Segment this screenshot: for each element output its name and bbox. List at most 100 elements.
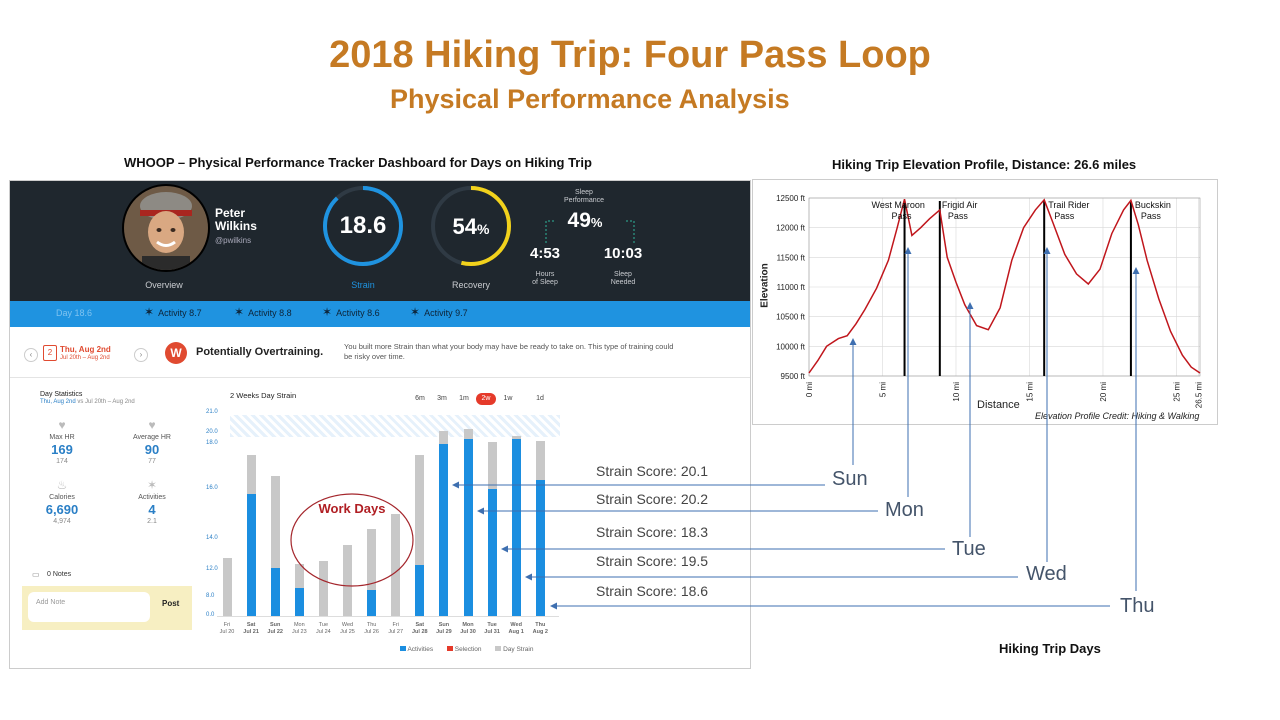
overtraining-zone xyxy=(230,415,560,437)
day-callout: Sun xyxy=(832,468,868,490)
strain-day-label: Wed Jul 25 xyxy=(340,622,355,635)
activity-bar-segment[interactable] xyxy=(246,494,256,616)
strain-y-tick: 20.0 xyxy=(206,429,218,435)
hours-of-sleep-value: 4:53 xyxy=(529,245,561,262)
work-days-ellipse xyxy=(290,493,414,587)
strain-day-label: Tue Jul 24 xyxy=(316,622,331,635)
recovery-ring[interactable] xyxy=(428,183,514,269)
pass-label: Pass xyxy=(1054,211,1075,221)
elevation-x-tick: 10 mi xyxy=(952,382,961,402)
slide-title: 2018 Hiking Trip: Four Pass Loop xyxy=(329,34,931,76)
activity-item-3[interactable]: ✶ Activity 8.6 xyxy=(322,305,380,319)
activity-bar-segment[interactable] xyxy=(535,480,545,616)
activity-bar-segment[interactable] xyxy=(511,438,521,616)
strain-ring[interactable] xyxy=(320,183,406,269)
day-strain-bar[interactable] xyxy=(222,557,232,616)
strain-score-label: Strain Score: 18.3 xyxy=(596,524,709,540)
elevation-x-tick: 0 mi xyxy=(805,382,814,397)
day-strain-bar[interactable] xyxy=(343,545,352,616)
alert-title: Potentially Overtraining. xyxy=(196,346,324,358)
activity-bar-segment[interactable] xyxy=(439,444,449,616)
calendar-icon[interactable]: 2 xyxy=(43,345,57,361)
elevation-credit: Elevation Profile Credit: Hiking & Walki… xyxy=(1035,411,1200,421)
average-hr-value: 90 xyxy=(144,442,160,457)
day-strain-item[interactable]: Day 18.6 xyxy=(56,308,93,318)
strain-day-label: Mon Jul 23 xyxy=(291,622,307,635)
day-strain-bar[interactable] xyxy=(318,560,328,616)
prev-day-button[interactable]: ‹ xyxy=(24,348,38,362)
strain-value: 18.6 xyxy=(339,212,387,239)
activity-bar-segment[interactable] xyxy=(463,438,473,616)
pass-label: Pass xyxy=(1141,211,1162,221)
runner-icon: ✶ xyxy=(144,305,155,319)
strain-day-label: Fri Jul 20 xyxy=(219,622,235,635)
sleep-needed-value: 10:03 xyxy=(603,245,643,262)
day-strain-bar[interactable] xyxy=(391,514,401,616)
strain-y-tick: 16.0 xyxy=(206,485,218,491)
activity-bar-segment[interactable] xyxy=(270,568,280,616)
legend-activities: Activities xyxy=(407,646,434,653)
day-strain-bar[interactable] xyxy=(415,455,425,616)
notes-icon: ▭ xyxy=(32,570,40,579)
range-button-1d[interactable]: 1d xyxy=(536,395,544,402)
sleep-needed-label: Sleep Needed xyxy=(610,271,636,286)
whoop-dashboard: Peter Wilkins @pwilkins Overview 18.6 St… xyxy=(9,180,751,669)
legend-activities-swatch xyxy=(400,646,406,651)
range-button-1m[interactable]: 1m xyxy=(459,395,469,402)
strain-legend: Activities Selection Day Strain xyxy=(400,646,570,656)
day-callout: Thu xyxy=(1120,595,1155,617)
average-hr-label: Average HR xyxy=(132,434,171,441)
next-day-button[interactable]: › xyxy=(134,348,148,362)
strain-baseline xyxy=(217,616,559,617)
post-button[interactable]: Post xyxy=(162,599,180,608)
calories-label: Calories xyxy=(49,494,75,501)
day-statistics-subtitle: Thu, Aug 2nd vs Jul 20th – Aug 2nd xyxy=(40,399,135,405)
activity-bar-segment[interactable] xyxy=(487,489,497,616)
alert-row: ‹ 2 Thu, Aug 2nd Jul 20th – Aug 2nd › W … xyxy=(10,331,750,378)
slide-subtitle: Physical Performance Analysis xyxy=(390,84,790,114)
strain-day-label: Sun Jul 22 xyxy=(267,622,283,635)
strain-day-label: Fri Jul 27 xyxy=(388,622,404,635)
add-note-input[interactable] xyxy=(28,592,150,622)
range-button-1w[interactable]: 1w xyxy=(503,395,513,402)
day-strain-bar[interactable] xyxy=(367,529,377,616)
activity-item-4[interactable]: ✶ Activity 9.7 xyxy=(410,305,468,319)
add-note-placeholder: Add Note xyxy=(36,599,66,606)
legend-selection-swatch xyxy=(446,646,453,651)
tab-overview[interactable]: Overview xyxy=(145,280,183,290)
strain-y-tick: 12.0 xyxy=(206,566,218,572)
activity-bar-segment[interactable] xyxy=(294,588,304,616)
alert-body: You built more Strain than what your bod… xyxy=(344,342,674,361)
strain-y-tick: 0.0 xyxy=(206,612,215,618)
elevation-caption: Hiking Trip Elevation Profile, Distance:… xyxy=(832,157,1137,172)
alert-date-range: Jul 20th – Aug 2nd xyxy=(60,355,110,361)
heart-icon: ♥ xyxy=(58,418,66,432)
elevation-profile: 9500 ft 10000 ft 10500 ft 11000 ft 11500 ft 1… xyxy=(752,179,1218,425)
activities-value: 4 xyxy=(148,502,156,517)
elevation-y-tick: 10500 ft xyxy=(776,313,806,322)
range-button-3m[interactable]: 3m xyxy=(437,395,447,402)
elevation-x-tick: 26.5 mi xyxy=(1195,382,1204,408)
tab-strain[interactable]: Strain xyxy=(351,280,375,290)
elevation-y-tick: 12000 ft xyxy=(776,224,806,233)
activity-bar-segment[interactable] xyxy=(415,565,425,616)
elevation-profile-line xyxy=(808,198,1201,374)
activity-item-2[interactable]: ✶ Activity 8.8 xyxy=(234,305,292,319)
tab-recovery[interactable]: Recovery xyxy=(451,280,490,290)
work-days-label: Work Days xyxy=(318,501,386,516)
activity-item-1[interactable]: ✶ Activity 8.7 xyxy=(144,305,202,319)
range-button-6m[interactable]: 6m xyxy=(415,395,425,402)
average-hr-average: 77 xyxy=(148,458,156,465)
range-button-2w[interactable]: 2w xyxy=(476,393,496,405)
avatar[interactable] xyxy=(122,184,210,272)
pass-label: Trail Rider xyxy=(1048,200,1089,210)
day-strain-bar[interactable] xyxy=(270,475,280,616)
elevation-x-tick: 25 mi xyxy=(1172,382,1181,402)
pass-label: West Maroon xyxy=(872,200,925,210)
activity-bar-segment[interactable] xyxy=(367,590,377,616)
strain-day-label: Thu Aug 2 xyxy=(532,622,548,635)
strain-score-label: Strain Score: 20.1 xyxy=(596,463,709,479)
whoop-logo-icon: W xyxy=(165,342,187,364)
elevation-x-tick: 15 mi xyxy=(1025,382,1034,402)
